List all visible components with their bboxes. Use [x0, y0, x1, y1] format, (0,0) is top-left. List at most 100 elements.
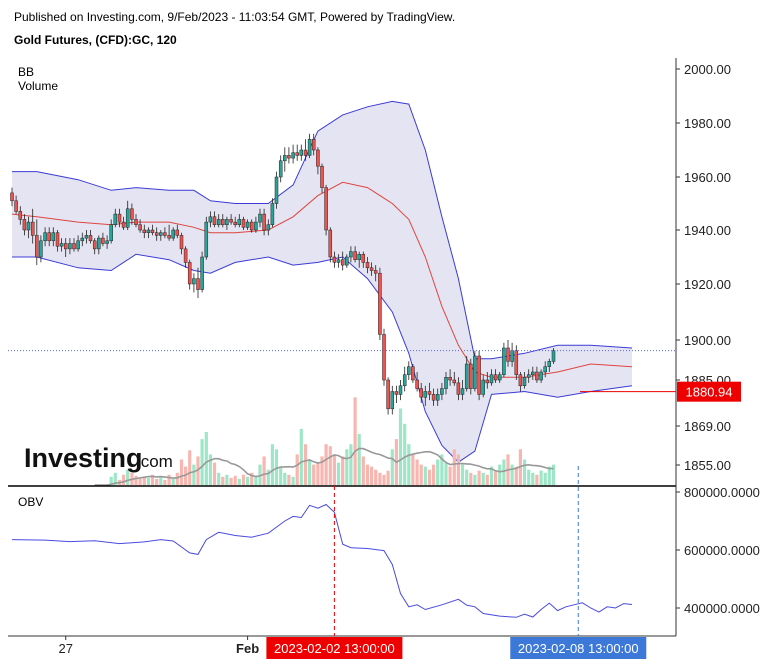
bollinger-bands — [11, 100, 633, 463]
candle-body — [274, 176, 279, 204]
candle-body — [531, 371, 535, 375]
candle-body — [547, 361, 552, 367]
volume-bar — [456, 454, 460, 485]
candle-body — [51, 232, 56, 242]
candle-body — [543, 366, 547, 373]
candle-body — [97, 237, 101, 250]
volume-bar — [539, 470, 543, 485]
volume-bar — [514, 466, 518, 485]
volume-bar — [510, 464, 514, 485]
candle-body — [43, 232, 47, 242]
candle — [390, 385, 395, 415]
crosshair-right-badge — [510, 637, 647, 659]
volume-bar — [378, 472, 382, 485]
volume-bar — [320, 456, 324, 485]
candle-body — [35, 235, 39, 258]
volume-bar — [543, 472, 547, 485]
candle-body — [287, 155, 291, 159]
volume-bar — [163, 479, 167, 485]
volume-bar — [122, 474, 126, 485]
candle-body — [47, 232, 51, 242]
candle-body — [357, 254, 361, 260]
legend-volume[interactable]: Volume — [18, 79, 59, 93]
volume-bar — [494, 470, 498, 485]
volume-bar — [489, 466, 494, 485]
volume-bar — [324, 444, 328, 485]
price-tick-label: 1869.00 — [684, 419, 731, 434]
candle-body — [435, 394, 440, 401]
candle-body — [460, 388, 465, 395]
volume-bar — [316, 462, 320, 485]
candle — [134, 214, 138, 228]
candle — [59, 238, 64, 252]
volume-bar — [336, 462, 341, 485]
candle-body — [373, 270, 378, 274]
candle — [543, 361, 547, 378]
price-tick-label: 1855.00 — [684, 458, 731, 473]
candle — [200, 251, 204, 293]
candle-body — [402, 374, 407, 387]
candle-body — [473, 355, 477, 389]
volume-bar — [374, 469, 378, 485]
legend-obv[interactable]: OBV — [18, 495, 44, 509]
candle — [287, 147, 291, 164]
candle-body — [150, 229, 155, 233]
candle — [229, 214, 233, 225]
volume-bar — [241, 474, 246, 485]
candle — [324, 184, 328, 236]
chart-frame — [8, 58, 677, 637]
candle — [460, 380, 465, 401]
bb-fill — [12, 101, 632, 463]
candle — [419, 382, 423, 403]
candle-body — [14, 200, 18, 212]
price-tick-label: 2000.00 — [684, 62, 731, 77]
candle — [130, 203, 134, 225]
candle-body — [382, 334, 386, 381]
candle-body — [444, 377, 448, 389]
candle — [497, 372, 502, 383]
candle — [307, 133, 312, 159]
candle-body — [258, 213, 262, 223]
candle-body — [332, 256, 337, 263]
volume-bar — [250, 472, 254, 485]
volume-bar — [452, 449, 456, 485]
candle-body — [204, 221, 209, 258]
candle-body — [55, 232, 60, 247]
volume-bar — [196, 456, 200, 485]
candle-body — [394, 391, 399, 395]
candlestick-series — [10, 133, 556, 415]
candle-body — [378, 272, 382, 335]
candle — [485, 372, 490, 389]
candle-body — [30, 221, 35, 236]
candle — [10, 187, 14, 207]
candle — [270, 198, 275, 228]
legend-bb[interactable]: BB — [18, 65, 35, 79]
volume-bar — [407, 444, 411, 485]
candle-body — [241, 219, 246, 228]
candle-body — [212, 216, 217, 225]
candle — [117, 208, 122, 228]
candle — [80, 232, 85, 247]
volume-bar — [146, 477, 150, 485]
candle — [440, 382, 444, 401]
crosshair-left-badge — [266, 637, 403, 659]
candle-body — [456, 382, 461, 395]
candle-body — [26, 221, 31, 231]
volume-bar — [283, 472, 287, 485]
candle — [328, 227, 333, 263]
candle — [72, 238, 76, 252]
candle — [353, 246, 357, 263]
volume-bar — [217, 472, 221, 485]
candle-body — [303, 149, 308, 156]
candle — [481, 374, 485, 398]
candle — [221, 214, 225, 228]
candle — [514, 345, 519, 380]
price-tick-label: 1980.00 — [684, 116, 731, 131]
candle — [249, 219, 254, 233]
candle-body — [105, 240, 109, 244]
candle-body — [130, 208, 134, 220]
volume-bar — [469, 472, 473, 485]
candle — [88, 230, 93, 244]
volume-bar — [308, 459, 312, 485]
